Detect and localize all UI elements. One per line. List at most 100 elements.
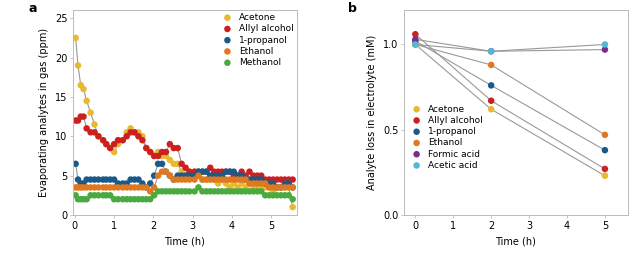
- Acetone: [236, 181, 247, 185]
- Allyl alcohol: [283, 177, 294, 182]
- Methanol: [283, 193, 294, 197]
- Allyl alcohol: [221, 170, 231, 174]
- Acetone: [153, 150, 163, 154]
- Acetone: [176, 170, 186, 174]
- Acetone: [184, 170, 195, 174]
- Allyl alcohol: [184, 170, 195, 174]
- 1-propanol: [118, 181, 128, 185]
- 1-propanol: [252, 177, 262, 182]
- Acetone: [145, 150, 155, 154]
- Methanol: [82, 197, 92, 201]
- Methanol: [165, 189, 175, 193]
- Ethanol: [264, 185, 274, 190]
- Allyl alcohol: [217, 170, 227, 174]
- Ethanol: [141, 185, 152, 190]
- 1-propanol: [283, 181, 294, 185]
- Ethanol: [252, 181, 262, 185]
- Acetone: [109, 150, 119, 154]
- Ethanol: [486, 63, 496, 67]
- Text: b: b: [348, 2, 357, 15]
- Ethanol: [109, 185, 119, 190]
- Methanol: [252, 189, 262, 193]
- Acetone: [217, 177, 227, 182]
- Acetone: [280, 185, 290, 190]
- Ethanol: [288, 185, 298, 190]
- Methanol: [245, 189, 255, 193]
- Allyl alcohol: [193, 170, 204, 174]
- 1-propanol: [264, 181, 274, 185]
- Allyl alcohol: [141, 146, 152, 150]
- Allyl alcohol: [272, 177, 282, 182]
- Allyl alcohol: [209, 170, 219, 174]
- Acetic acid: [410, 42, 420, 47]
- Acetone: [86, 111, 96, 115]
- Allyl alcohol: [122, 134, 132, 138]
- Methanol: [133, 197, 143, 201]
- Acetone: [141, 146, 152, 150]
- Methanol: [201, 189, 211, 193]
- Ethanol: [86, 185, 96, 190]
- Ethanol: [236, 177, 247, 182]
- Ethanol: [165, 174, 175, 178]
- 1-propanol: [75, 181, 86, 185]
- Allyl alcohol: [233, 174, 243, 178]
- Methanol: [73, 197, 83, 201]
- Ethanol: [93, 185, 103, 190]
- Allyl alcohol: [486, 99, 496, 103]
- Acetone: [157, 154, 167, 158]
- Ethanol: [153, 174, 163, 178]
- Methanol: [233, 189, 243, 193]
- Methanol: [153, 189, 163, 193]
- Methanol: [240, 189, 250, 193]
- Allyl alcohol: [161, 150, 171, 154]
- Acetone: [79, 87, 89, 91]
- Methanol: [89, 193, 100, 197]
- Allyl alcohol: [98, 138, 108, 142]
- Methanol: [113, 197, 123, 201]
- Allyl alcohol: [118, 138, 128, 142]
- 1-propanol: [201, 170, 211, 174]
- Acetone: [245, 181, 255, 185]
- Ethanol: [122, 185, 132, 190]
- Methanol: [256, 189, 266, 193]
- Methanol: [109, 197, 119, 201]
- Allyl alcohol: [93, 134, 103, 138]
- Acetone: [268, 189, 278, 193]
- Ethanol: [98, 185, 108, 190]
- X-axis label: Time (h): Time (h): [495, 236, 536, 246]
- Allyl alcohol: [197, 170, 207, 174]
- 1-propanol: [190, 174, 200, 178]
- Ethanol: [129, 185, 139, 190]
- 1-propanol: [486, 83, 496, 88]
- Methanol: [184, 189, 195, 193]
- Methanol: [105, 193, 115, 197]
- 1-propanol: [249, 177, 259, 182]
- Methanol: [75, 197, 86, 201]
- Allyl alcohol: [240, 174, 250, 178]
- Acetic acid: [600, 42, 610, 47]
- Allyl alcohol: [268, 177, 278, 182]
- 1-propanol: [260, 181, 270, 185]
- Methanol: [122, 197, 132, 201]
- Methanol: [272, 193, 282, 197]
- Ethanol: [240, 177, 250, 182]
- Methanol: [141, 197, 152, 201]
- Methanol: [161, 189, 171, 193]
- Acetone: [240, 185, 250, 190]
- 1-propanol: [205, 174, 216, 178]
- 1-propanol: [197, 170, 207, 174]
- 1-propanol: [149, 174, 159, 178]
- Ethanol: [221, 177, 231, 182]
- Acetone: [93, 134, 103, 138]
- Allyl alcohol: [133, 134, 143, 138]
- Ethanol: [225, 177, 235, 182]
- Methanol: [169, 189, 179, 193]
- 1-propanol: [272, 185, 282, 190]
- Methanol: [149, 193, 159, 197]
- Ethanol: [600, 133, 610, 137]
- Ethanol: [229, 177, 239, 182]
- Acetone: [126, 126, 136, 131]
- Acetone: [161, 154, 171, 158]
- Ethanol: [197, 177, 207, 182]
- Ethanol: [276, 185, 286, 190]
